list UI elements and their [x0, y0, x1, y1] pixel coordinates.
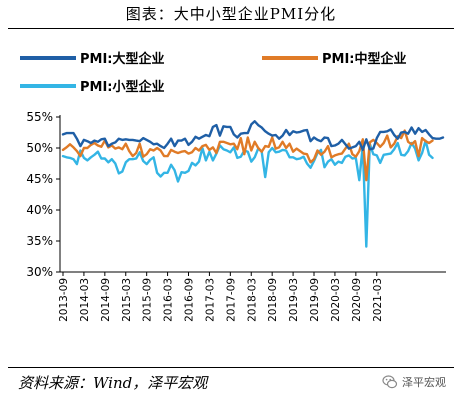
axes: 30% 35% 40% 45% 50% 55% 2013-09 2014-03 2014-09 2…	[26, 110, 446, 322]
bottom-rule	[8, 367, 454, 368]
legend-label: PMI:小型企业	[80, 79, 165, 95]
x-tick-label: 2014-09	[100, 278, 112, 322]
y-tick-label: 50%	[26, 141, 53, 155]
y-tick-label: 45%	[26, 172, 53, 186]
x-tick-label: 2019-09	[309, 278, 321, 322]
x-tick-label: 2018-03	[246, 278, 258, 322]
x-tick-label: 2015-03	[121, 278, 133, 322]
x-tick-label: 2020-03	[330, 278, 342, 322]
watermark-text: 泽平宏观	[402, 376, 446, 389]
wechat-logo-icon	[382, 375, 398, 389]
x-tick-label: 2018-09	[267, 278, 279, 322]
y-tick-label: 30%	[26, 265, 53, 279]
x-tick-label: 2020-09	[351, 278, 363, 322]
watermark: 泽平宏观	[382, 374, 446, 390]
series-line	[61, 120, 445, 152]
series-lines	[61, 120, 445, 248]
x-tick-label: 2019-03	[288, 278, 300, 322]
legend-label: PMI:大型企业	[80, 51, 165, 67]
x-tick-label: 2016-09	[184, 278, 196, 322]
pmi-line-chart: PMI:大型企业 PMI:中型企业 PMI:小型企业 30% 35% 40% 45% 50%…	[20, 51, 446, 322]
chart-title: 图表：大中小型企业PMI分化	[125, 5, 337, 23]
x-tick-label: 2016-03	[163, 278, 175, 322]
x-tick-label: 2015-09	[142, 278, 154, 322]
x-tick-label: 2017-03	[204, 278, 216, 322]
y-tick-label: 40%	[26, 203, 53, 217]
source-note: 资料来源：Wind，泽平宏观	[18, 374, 208, 392]
series-line	[61, 139, 434, 248]
top-rule	[8, 28, 454, 29]
legend: PMI:大型企业 PMI:中型企业 PMI:小型企业	[20, 51, 407, 95]
series-line	[61, 129, 434, 182]
y-tick-label: 35%	[26, 234, 53, 248]
x-tick-label: 2014-03	[79, 278, 91, 322]
legend-label: PMI:中型企业	[322, 51, 407, 67]
x-tick-label: 2017-09	[225, 278, 237, 322]
y-tick-label: 55%	[26, 110, 53, 124]
x-tick-label: 2013-09	[58, 278, 70, 322]
x-tick-label: 2021-03	[372, 278, 384, 322]
